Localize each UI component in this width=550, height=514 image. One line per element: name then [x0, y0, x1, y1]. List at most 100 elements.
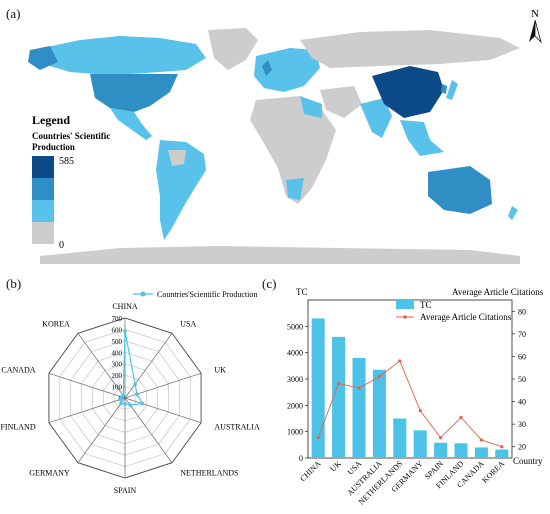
legend-max-label: 585	[59, 156, 74, 167]
australia-shape	[428, 166, 492, 214]
radar-chart: Countries'Scientific Production010020030…	[0, 290, 260, 495]
right-tick-label: 20	[518, 443, 526, 452]
radar-spoke	[124, 333, 173, 399]
bar	[495, 449, 509, 458]
bar	[311, 318, 325, 458]
line-point	[418, 409, 422, 413]
map-legend: Legend Countries' Scientific Production …	[32, 113, 110, 251]
europe-shape	[254, 48, 320, 92]
mexico-shape	[110, 108, 152, 140]
radar-spoke	[124, 397, 173, 463]
radar-category-label: KOREA	[42, 320, 70, 329]
radar-spoke	[77, 333, 126, 399]
radar-category-label: UK	[214, 366, 226, 375]
radar-point	[123, 329, 127, 333]
bar	[332, 336, 346, 458]
panel-label-a: (a)	[6, 6, 21, 21]
line-point	[377, 375, 381, 379]
panel-label-c: (c)	[262, 276, 277, 291]
radar-point	[121, 393, 126, 398]
line-point	[357, 386, 361, 390]
radar-panel: (b) Countries'Scientific Production01002…	[0, 270, 275, 509]
bar	[352, 357, 366, 458]
south-america-shape	[156, 140, 206, 240]
radar-legend: Countries'Scientific Production	[133, 290, 257, 299]
usa-shape	[90, 74, 178, 112]
bar	[393, 418, 407, 458]
radar-tick-label: 400	[112, 349, 123, 357]
africa-blue-2	[286, 178, 304, 200]
bar	[474, 447, 488, 458]
antarctica-shape	[40, 246, 520, 264]
radar-point	[128, 403, 132, 407]
bar-line-chart: TC Average Article Citations Country 0 1000 2…	[287, 287, 544, 507]
line-point	[479, 438, 483, 442]
radar-tick-label: 200	[112, 372, 123, 380]
line-point	[316, 436, 320, 440]
legend-subtitle-1: Countries' Scientific	[32, 131, 110, 141]
radar-category-label: CANADA	[1, 366, 35, 375]
left-tick-label: 5000	[287, 322, 303, 331]
legend-swatch-1	[32, 222, 54, 244]
africa-shape	[250, 96, 336, 204]
radar-tick-label: 300	[112, 361, 123, 369]
radar-spoke	[48, 372, 126, 399]
world-map-panel: (a) N	[6, 6, 542, 264]
right-axis-title: Average Article Citations	[452, 287, 544, 297]
china-shape	[372, 66, 444, 118]
line-point	[398, 359, 402, 363]
legend-title: Legend	[32, 113, 70, 127]
x-tick-label: USA	[346, 459, 364, 477]
left-tick-label: 1000	[287, 428, 303, 437]
radar-tick-label: 500	[112, 338, 123, 346]
radar-tick-label: 600	[112, 326, 123, 334]
korea-shape	[441, 84, 447, 94]
bar	[413, 430, 427, 458]
radar-legend-label: Countries'Scientific Production	[157, 290, 257, 299]
bar-chart-legend: TC Average Article Citations	[396, 300, 512, 322]
radar-category-label: USA	[180, 320, 196, 329]
radar-category-label: FINLAND	[0, 422, 35, 431]
line-point	[439, 436, 443, 440]
right-tick-label: 80	[518, 307, 526, 316]
radar-category-label: AUSTRALIA	[214, 422, 260, 431]
radar-category-label: SPAIN	[114, 486, 137, 495]
legend-label-tc: TC	[420, 300, 432, 310]
new-zealand-shape	[508, 206, 518, 220]
radar-spoke	[77, 397, 126, 463]
left-tick-label: 3000	[287, 375, 303, 384]
russia-shape	[300, 30, 520, 68]
uk-shape	[262, 60, 272, 76]
right-tick-label: 60	[518, 352, 526, 361]
bar	[454, 443, 468, 458]
left-tick-label: 0	[299, 454, 303, 463]
legend-min-label: 0	[59, 240, 64, 251]
left-axis-title: TC	[296, 287, 308, 297]
middle-east-shape	[320, 86, 362, 118]
line-point	[500, 445, 504, 449]
right-tick-label: 50	[518, 375, 526, 384]
radar-point	[135, 392, 139, 396]
legend-swatch-3	[32, 178, 54, 200]
legend-swatch-4	[32, 156, 54, 178]
right-tick-label: 30	[518, 420, 526, 429]
radar-category-label: NETHERLANDS	[180, 468, 238, 477]
japan-shape	[446, 80, 458, 100]
radar-category-label: GERMANY	[29, 468, 70, 477]
radar-spoke	[48, 397, 126, 424]
south-america-grey	[168, 150, 186, 166]
alaska-shape	[28, 46, 58, 70]
radar-point	[119, 401, 123, 406]
canada-shape	[42, 36, 206, 74]
legend-swatch-2	[32, 200, 54, 222]
north-label: N	[531, 8, 539, 20]
radar-spoke	[124, 397, 202, 424]
radar-category-label: CHINA	[112, 302, 138, 311]
radar-tick-label: 700	[112, 315, 123, 323]
radar-point	[140, 401, 145, 406]
x-tick-label: UK	[328, 459, 343, 474]
x-axis-title: Country	[513, 456, 543, 466]
bar-line-panel: (c) TC Average Article Citations Country 0 1…	[262, 270, 550, 509]
right-tick-label: 70	[518, 330, 526, 339]
radar-tick-label: 100	[112, 384, 123, 392]
